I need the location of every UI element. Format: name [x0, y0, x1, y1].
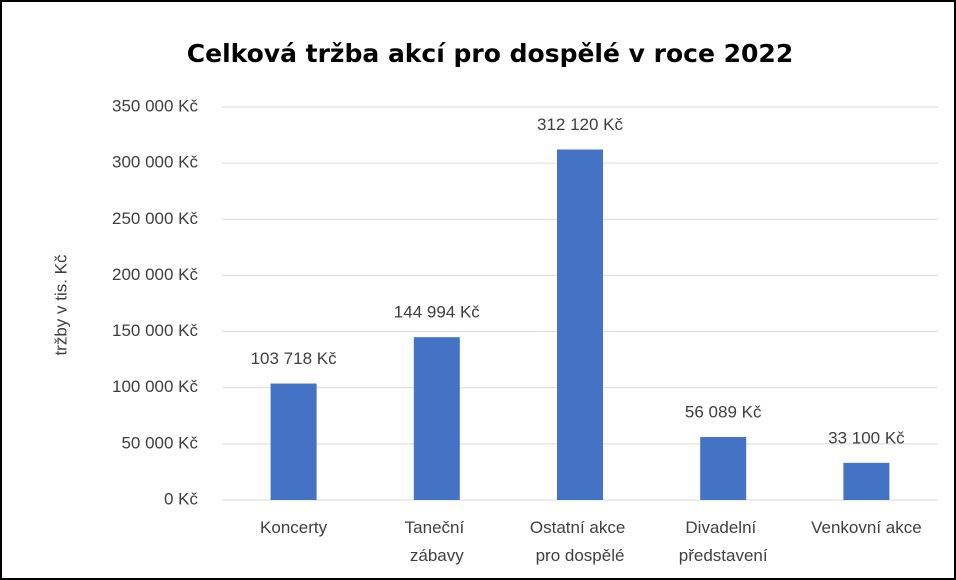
- x-tick-label-line: pro dospělé: [536, 546, 625, 565]
- x-tick-label: Koncerty: [260, 518, 328, 537]
- y-tick-label: 50 000 Kč: [121, 433, 198, 452]
- x-tick-label-line: Taneční: [405, 518, 469, 537]
- x-tick-label-line: Divadelní: [685, 518, 761, 537]
- data-label: 103 718 Kč: [251, 349, 338, 368]
- bar: [557, 149, 603, 501]
- x-tick-label-line: Koncerty: [260, 518, 328, 537]
- x-tick-label: Taneční zábavy: [405, 518, 469, 565]
- bar: [270, 383, 317, 500]
- x-tick-label: Ostatní akce pro dospělé: [530, 518, 630, 565]
- y-tick-label: 300 000 Kč: [112, 153, 199, 172]
- x-tick-label-line: Venkovní akce: [811, 518, 922, 537]
- data-label: 144 994 Kč: [394, 303, 481, 322]
- data-label: 33 100 Kč: [828, 428, 905, 447]
- bar: [700, 437, 747, 500]
- y-axis-label: tržby v tis. Kč: [51, 254, 70, 356]
- x-tick-label-line: představení: [679, 546, 768, 565]
- bar: [843, 462, 890, 500]
- y-tick-label: 0 Kč: [164, 489, 199, 508]
- data-label: 56 089 Kč: [685, 403, 762, 422]
- y-tick-label: 200 000 Kč: [112, 265, 199, 284]
- data-label: 312 120 Kč: [537, 115, 624, 134]
- x-tick-label: Venkovní akce: [811, 518, 922, 537]
- y-tick-label: 250 000 Kč: [112, 209, 199, 228]
- y-tick-label: 150 000 Kč: [112, 321, 199, 340]
- x-tick-label-line: Ostatní akce: [530, 518, 630, 537]
- y-tick-label: 100 000 Kč: [112, 377, 199, 396]
- chart-title: Celková tržba akcí pro dospělé v roce 20…: [187, 39, 793, 68]
- bar: [413, 337, 460, 500]
- x-tick-label-line: zábavy: [410, 546, 464, 565]
- y-tick-label: 350 000 Kč: [112, 96, 199, 115]
- x-tick-label: Divadelní představení: [679, 518, 768, 565]
